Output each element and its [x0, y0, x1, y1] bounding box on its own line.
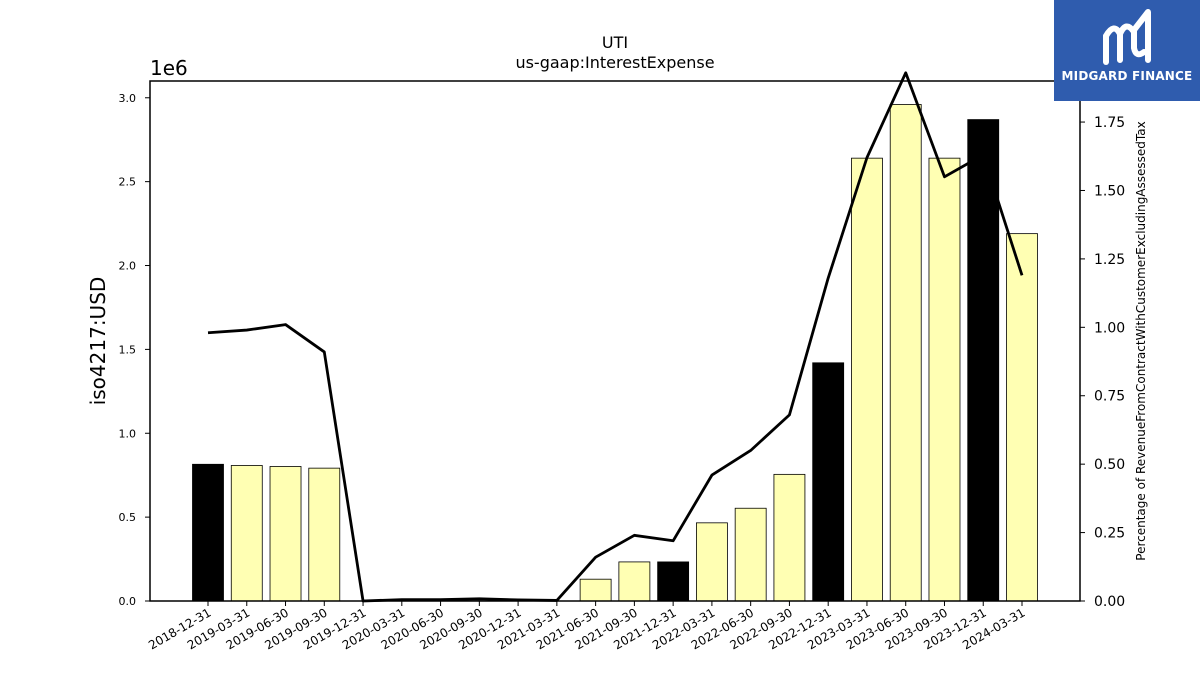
- percentage-line: [207, 71, 1024, 603]
- y-axis-left: 0.0 0.5 1.0 1.5 2.0 2.5 3.0: [119, 92, 150, 608]
- bar-2019-03-31: [230, 465, 263, 602]
- y-right-tick-label: 1.25: [1094, 252, 1125, 268]
- y-tick-label: 0.0: [119, 595, 137, 608]
- bar-2023-12-31: [967, 119, 1000, 602]
- bar-2019-09-30: [308, 467, 341, 602]
- bar-2022-06-30: [734, 507, 767, 602]
- logo-mark-icon: [1103, 9, 1151, 65]
- y-axis-label: iso4217:USD: [86, 277, 110, 406]
- bar-2023-09-30: [928, 157, 961, 602]
- y-offset-label: 1e6: [150, 56, 188, 80]
- plot-frame: [149, 80, 1081, 602]
- y-axis-right: 0.00 0.25 0.50 0.75 1.00 1.25 1.50 1.75: [1080, 115, 1125, 610]
- bar-2022-09-30: [773, 473, 806, 602]
- bar-2021-09-30: [618, 561, 651, 602]
- bar-2021-06-30: [579, 578, 612, 602]
- bar-2022-12-31: [812, 362, 845, 602]
- y-right-tick-label: 1.00: [1094, 320, 1125, 336]
- y-tick-label: 3.0: [119, 92, 137, 105]
- y-tick-label: 0.5: [119, 511, 137, 524]
- y-right-tick-label: 0.50: [1094, 457, 1125, 473]
- y-tick-label: 2.0: [119, 260, 137, 273]
- chart-title: UTI: [602, 33, 628, 52]
- chart-subtitle: us-gaap:InterestExpense: [515, 53, 714, 72]
- y-right-tick-label: 1.75: [1094, 115, 1125, 131]
- y-right-tick-label: 0.25: [1094, 526, 1125, 542]
- bar-2019-06-30: [269, 466, 302, 602]
- logo-text: MIDGARD FINANCE: [1061, 69, 1193, 83]
- bar-2018-12-31: [192, 463, 224, 602]
- y-tick-label: 2.5: [119, 176, 137, 189]
- y-axis-right-label: Percentage of RevenueFromContractWithCus…: [1134, 121, 1148, 560]
- y-tick-label: 1.0: [119, 427, 137, 440]
- y-right-tick-label: 0.00: [1094, 594, 1125, 610]
- bars-layer: [192, 104, 1038, 602]
- y-right-tick-label: 0.75: [1094, 389, 1125, 405]
- y-right-tick-label: 1.50: [1094, 183, 1125, 199]
- bar-2021-12-31: [657, 561, 690, 602]
- bar-2023-06-30: [889, 104, 922, 602]
- line-layer: [207, 71, 1024, 603]
- bar-2024-03-31: [1006, 233, 1038, 602]
- y-tick-label: 1.5: [119, 343, 137, 356]
- bar-2023-03-31: [851, 157, 883, 602]
- x-axis: 2018-12-312019-03-312019-06-302019-09-30…: [146, 601, 1028, 652]
- bar-2022-03-31: [696, 522, 728, 602]
- brand-logo: MIDGARD FINANCE: [1054, 0, 1200, 101]
